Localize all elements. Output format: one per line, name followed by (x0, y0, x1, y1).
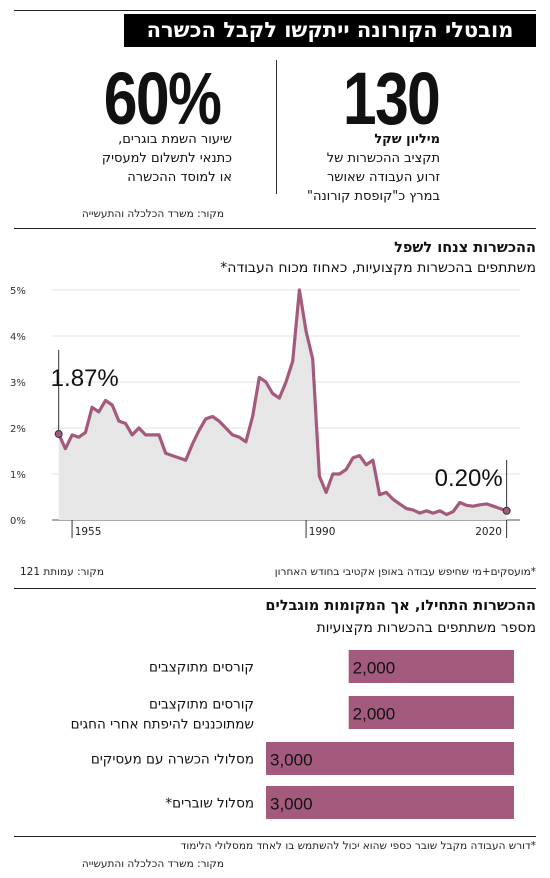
x-tick-label: 1990 (309, 526, 336, 538)
bar-value-label: 3,000 (270, 795, 313, 814)
stat-left-line-1: שיעור השמת בוגרים, (118, 132, 232, 147)
bar (348, 650, 514, 683)
bar-value-label: 2,000 (353, 659, 396, 678)
y-tick-label: 5% (10, 286, 26, 297)
bar (266, 742, 514, 775)
stats-divider (276, 60, 277, 194)
stat-right-line-2: תקציב ההכשרות של (326, 151, 440, 166)
line-chart-x-ticks: 1955 1990 2020 (71, 520, 508, 538)
stat-left-number: 60% (103, 57, 222, 140)
y-tick-label: 2% (10, 424, 26, 435)
annotation-label: 1.87% (51, 365, 119, 392)
bar-chart: 2,000 קורסים מתוקצבים 2,000 קורסים מתוקצבים… (71, 650, 514, 819)
bar-chart-subtitle: מספר משתתפים בהכשרות מקצועיות (316, 620, 536, 636)
line-chart-subtitle: משתתפים בהכשרות מקצועיות, כאחוז מכוח העב… (220, 260, 536, 276)
bar (348, 696, 514, 729)
stat-right-description: מיליון שקל תקציב ההכשרות של זרוע העבודה … (290, 130, 440, 206)
bar-category-label: שמתוכננים להיפתח אחרי החגים (71, 717, 254, 733)
section-rule-1 (14, 228, 536, 229)
stat-left-description: שיעור השמת בוגרים, כתנאי לתשלום למעסיק א… (60, 130, 232, 187)
line-chart-title: ההכשרות צנחו לשפל (394, 240, 536, 256)
bar-value-label: 3,000 (270, 751, 313, 770)
stat-right-line-1: מיליון שקל (374, 132, 440, 147)
annotation-label: 0.20% (435, 465, 503, 492)
source-2: מקור: עמותת 121 (20, 566, 104, 578)
bar-category-label: מסלולי הכשרה עם מעסיקים (91, 752, 254, 768)
bar-category-label: מסלול שוברים* (165, 796, 254, 812)
y-tick-label: 4% (10, 332, 26, 343)
y-tick-label: 3% (10, 378, 26, 389)
line-chart-annotations: 1.87% 0.20% (51, 350, 511, 515)
bar-category-label: קורסים מתוקצבים (149, 660, 254, 676)
annotation-point (54, 429, 63, 438)
x-tick-label: 1955 (75, 526, 102, 538)
line-chart-series-line (57, 288, 508, 517)
bar-chart-title: ההכשרות התחילו, אך המקומות מוגבלים (265, 598, 536, 614)
stat-right-number: 130 (342, 57, 441, 140)
y-tick-label: 0% (10, 516, 26, 527)
section-rule-2 (14, 588, 536, 589)
stat-right-line-3: זרוע העבודה שאושר (326, 170, 440, 185)
x-tick-label: 2020 (475, 526, 502, 538)
bar-value-label: 2,000 (353, 705, 396, 724)
stat-left-line-2: כתנאי לתשלום למעסיק (101, 151, 232, 166)
stat-left-line-3: או למוסד ההכשרה (127, 170, 232, 185)
source-3: מקור: משרד הכלכלה והתעשייה (81, 858, 224, 870)
source-1: מקור: משרד הכלכלה והתעשייה (81, 208, 224, 220)
bar-category-label: קורסים מתוקצבים (149, 697, 254, 713)
annotation-point (502, 506, 511, 515)
stat-right-line-4: במרץ כ"קופסת קורונה" (306, 189, 440, 204)
line-chart-y-ticks: 0% 1% 2% 3% 4% 5% (10, 286, 26, 527)
line-chart: 0% 1% 2% 3% 4% 5% 1955 1990 2020 1.87% 0.20% (10, 286, 520, 538)
footnote-1: *מועסקים+מי שחיפש עבודה באופן אקטיבי בחו… (274, 566, 536, 578)
y-tick-label: 1% (10, 470, 26, 481)
section-rule-3 (14, 836, 536, 837)
page-title: מובטלי הקורונה ייתקשו לקבל הכשרה (124, 14, 536, 47)
top-rule (14, 10, 536, 11)
bar (266, 786, 514, 819)
line-chart-area (58, 290, 507, 520)
footnote-2: *דורש העבודה מקבל שובר כספי שהוא יכול לה… (180, 840, 536, 852)
